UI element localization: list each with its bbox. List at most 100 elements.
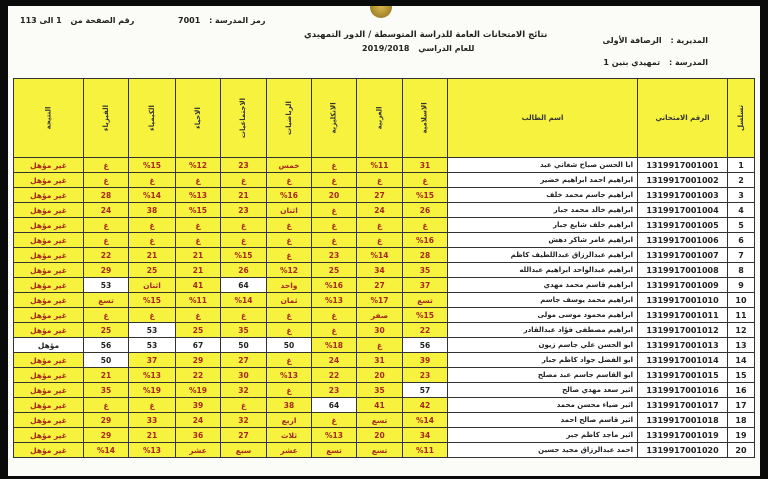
grade-cell: 38 <box>128 202 176 218</box>
student-name-cell: اثير ماجد كاظم جبر <box>447 427 638 443</box>
result-cell: غير مؤهل <box>13 232 84 248</box>
grade-cell: غ <box>356 337 403 353</box>
grade-cell: غ <box>266 217 312 233</box>
grade-cell: 56 <box>402 337 448 353</box>
grade-cell: 25 <box>175 322 221 338</box>
grade-cell: غ <box>356 232 403 248</box>
grade-cell: %11 <box>175 292 221 308</box>
table-row: 11 1319917001011 ابراهيم محمود موسى مولى %1… <box>13 307 755 323</box>
table-row: 18 1319917001018 اثير قاسم صالح احمد %14 تسع… <box>13 412 755 428</box>
table-row: 15 1319917001015 ابو القاسم جاسم عبد مصلح 2… <box>13 367 755 383</box>
grade-cell: غ <box>311 307 357 323</box>
column-header-label: الفيزياء <box>102 104 110 132</box>
grade-cell: %13 <box>311 427 357 443</box>
table-row: 7 1319917001007 ابراهيم عبدالرزاق عبداللطي… <box>13 247 755 263</box>
grade-cell: 53 <box>128 337 176 353</box>
result-cell: غير مؤهل <box>13 382 84 398</box>
grade-cell: خمس <box>266 157 312 173</box>
serial-cell: 6 <box>727 232 755 248</box>
directorate: المديرية : الرصافة الأولى <box>603 36 708 45</box>
grade-cell: %15 <box>128 292 176 308</box>
grade-cell: 23 <box>220 202 267 218</box>
student-name-cell: ابراهيم مصطفى فؤاد عبدالقادر <box>447 322 638 338</box>
grade-cell: %13 <box>128 367 176 383</box>
grade-cell: اثنان <box>266 202 312 218</box>
grade-cell: 53 <box>128 322 176 338</box>
table-row: 1 1319917001001 ابا الحسن صباح شغاتي عبد 31… <box>13 157 755 173</box>
grade-cell: 30 <box>220 367 267 383</box>
grade-cell: غ <box>175 307 221 323</box>
grade-cell: 25 <box>128 262 176 278</box>
grade-cell: %17 <box>356 292 403 308</box>
column-header: الاجتماعيات <box>220 78 267 158</box>
table-row: 5 1319917001005 ابراهيم خلف شايع جبار غ غ غ غ غ… <box>13 217 755 233</box>
grade-cell: %19 <box>175 382 221 398</box>
grade-cell: %15 <box>175 202 221 218</box>
emblem-logo <box>370 6 392 18</box>
grade-cell: 35 <box>356 382 403 398</box>
school-code-label: رمز المدرسة : <box>209 16 266 25</box>
serial-cell: 19 <box>727 427 755 443</box>
grade-cell: %15 <box>128 157 176 173</box>
grade-cell: غ <box>83 217 129 233</box>
page-label: رقم الصفحة من <box>70 16 135 25</box>
grade-cell: %13 <box>311 292 357 308</box>
serial-cell: 12 <box>727 322 755 338</box>
table-row: 14 1319917001014 ابو الفضل جواد كاظم جبار 3… <box>13 352 755 368</box>
column-header-label: الكيمياء <box>148 105 156 131</box>
student-name-cell: ابراهيم محمود موسى مولى <box>447 307 638 323</box>
serial-cell: 3 <box>727 187 755 203</box>
grade-cell: 24 <box>175 412 221 428</box>
serial-cell: 1 <box>727 157 755 173</box>
grade-cell: 20 <box>356 367 403 383</box>
grade-cell: 26 <box>220 262 267 278</box>
column-header: الكيمياء <box>128 78 176 158</box>
serial-cell: 10 <box>727 292 755 308</box>
column-header-label: الرقم الامتحاني <box>655 114 710 122</box>
grade-cell: تسع <box>356 442 403 458</box>
grade-cell: تسع <box>83 292 129 308</box>
table-header-row: تسلسل الرقم الامتحاني اسم الطالب الاسلامية ا… <box>13 78 755 158</box>
grade-cell: %13 <box>266 367 312 383</box>
student-name-cell: ابراهيم احمد ابراهيم خضير <box>447 172 638 188</box>
grade-cell: 24 <box>311 352 357 368</box>
grade-cell: غ <box>266 247 312 263</box>
table-row: 2 1319917001002 ابراهيم احمد ابراهيم خضير غ… <box>13 172 755 188</box>
grade-cell: 29 <box>83 427 129 443</box>
grade-cell: 57 <box>402 382 448 398</box>
table-row: 3 1319917001003 ابراهيم جاسم محمد خلف %15 27… <box>13 187 755 203</box>
grade-cell: غ <box>311 217 357 233</box>
grade-cell: %18 <box>311 337 357 353</box>
grade-cell: 50 <box>266 337 312 353</box>
exam-number-cell: 1319917001009 <box>637 277 728 293</box>
grade-cell: غ <box>83 172 129 188</box>
grade-cell: 29 <box>175 352 221 368</box>
result-cell: غير مؤهل <box>13 322 84 338</box>
result-cell: غير مؤهل <box>13 262 84 278</box>
grade-cell: 27 <box>356 187 403 203</box>
exam-number-cell: 1319917001019 <box>637 427 728 443</box>
grade-cell: 30 <box>356 322 403 338</box>
grade-cell: غ <box>220 397 267 413</box>
year-label: للعام الدراسي <box>418 44 475 53</box>
serial-cell: 14 <box>727 352 755 368</box>
grade-cell: 20 <box>311 187 357 203</box>
table-row: 16 1319917001016 اثير سعد مهدي صالح 57 35 23 غ… <box>13 382 755 398</box>
serial-cell: 9 <box>727 277 755 293</box>
column-header: الفيزياء <box>83 78 129 158</box>
grade-cell: 29 <box>83 412 129 428</box>
grade-cell: %19 <box>128 382 176 398</box>
grade-cell: غ <box>266 307 312 323</box>
grade-cell: 28 <box>83 187 129 203</box>
grade-cell: %16 <box>311 277 357 293</box>
grade-cell: 21 <box>128 247 176 263</box>
grade-cell: 22 <box>175 367 221 383</box>
exam-number-cell: 1319917001013 <box>637 337 728 353</box>
exam-number-cell: 1319917001004 <box>637 202 728 218</box>
grade-cell: 27 <box>356 277 403 293</box>
grade-cell: %12 <box>266 262 312 278</box>
grade-cell: 35 <box>83 382 129 398</box>
grade-cell: 21 <box>220 187 267 203</box>
grade-cell: غ <box>266 232 312 248</box>
serial-cell: 4 <box>727 202 755 218</box>
